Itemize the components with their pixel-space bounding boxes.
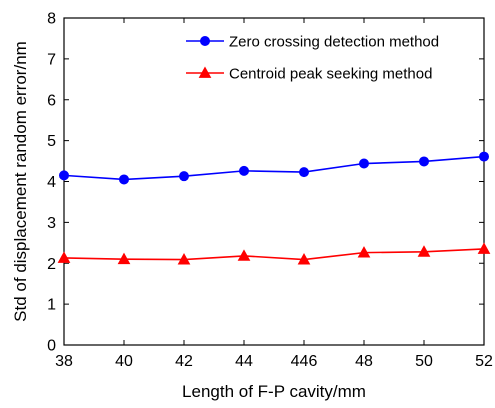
legend-label-1: Zero crossing detection method	[229, 34, 439, 51]
data-point-2-5	[297, 253, 311, 265]
y-tick-label: 0	[47, 338, 56, 355]
x-tick-label: 44	[235, 353, 253, 370]
x-tick-label: 42	[175, 353, 193, 370]
data-point-1-1	[59, 170, 69, 181]
data-point-1-8	[479, 151, 489, 162]
data-point-2-1	[57, 251, 71, 263]
legend-marker-2	[198, 66, 212, 78]
y-tick-label: 5	[47, 133, 56, 150]
data-point-2-8	[477, 242, 491, 254]
y-tick-label: 1	[47, 297, 56, 314]
data-point-2-4	[237, 249, 251, 261]
series-line-1	[63, 155, 485, 181]
data-point-2-3	[177, 253, 191, 265]
data-point-1-2	[119, 174, 129, 185]
y-tick-label: 4	[47, 174, 56, 191]
x-tick-label: 40	[115, 353, 133, 370]
series-line-2	[63, 248, 485, 261]
y-axis-title: Std of displacement random error/nm	[11, 41, 30, 322]
y-tick-label: 7	[47, 51, 56, 68]
x-tick-label: 52	[475, 353, 493, 370]
x-tick-label: 446	[291, 353, 318, 370]
x-tick-label: 50	[415, 353, 433, 370]
data-point-2-7	[417, 245, 431, 257]
series-1	[59, 151, 489, 185]
y-tick-label: 6	[47, 92, 56, 109]
x-tick-label: 48	[355, 353, 373, 370]
data-point-2-6	[357, 246, 371, 258]
data-point-1-4	[239, 165, 249, 176]
data-point-1-3	[179, 171, 189, 182]
x-tick-label: 38	[55, 353, 73, 370]
y-tick-label: 3	[47, 215, 56, 232]
data-point-1-7	[419, 156, 429, 167]
series-2	[57, 242, 491, 265]
legend-label-2: Centroid peak seeking method	[229, 66, 432, 83]
data-point-2-2	[117, 252, 131, 265]
data-point-1-5	[299, 167, 309, 178]
y-tick-label: 2	[47, 256, 56, 273]
y-tick-label: 8	[47, 11, 56, 28]
legend-marker-1	[200, 36, 210, 46]
x-axis-title: Length of F-P cavity/mm	[182, 382, 366, 401]
data-point-1-6	[359, 158, 369, 169]
